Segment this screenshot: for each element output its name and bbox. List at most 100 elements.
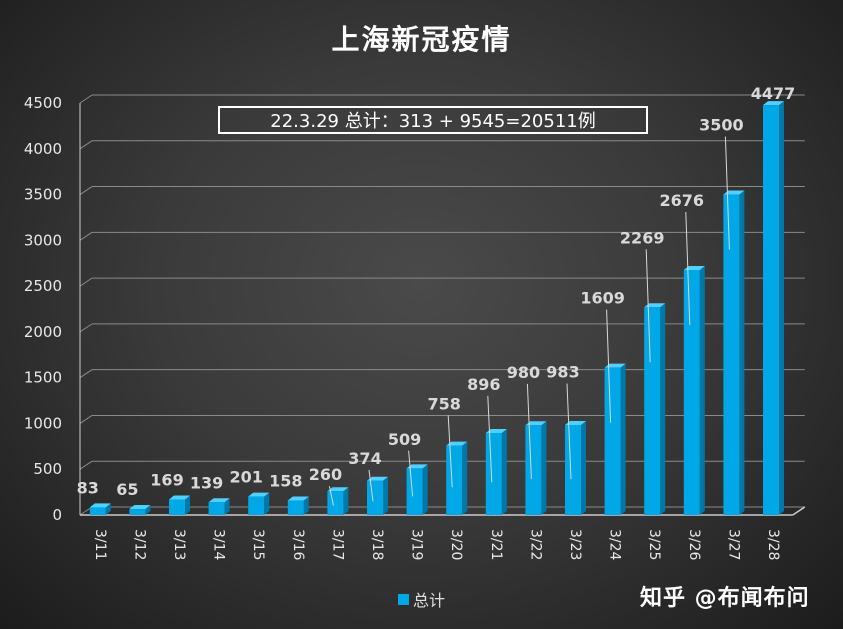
bar (525, 425, 542, 515)
y-tick-label: 1000 (24, 414, 62, 432)
bar-side (422, 464, 428, 515)
data-label-leader (368, 469, 374, 502)
chart-title: 上海新冠疫情 (331, 23, 512, 56)
legend-label: 总计 (413, 591, 446, 610)
gridline-depth (79, 140, 93, 150)
bar (446, 445, 463, 515)
x-tick-label: 3/23 (567, 529, 583, 560)
bar-side (224, 498, 230, 515)
bar (89, 507, 106, 515)
y-tick-label: 3500 (24, 186, 62, 204)
bar-top (406, 464, 428, 469)
bar-side (185, 495, 190, 515)
data-label-leader (645, 249, 651, 363)
bar-side (105, 503, 111, 515)
bar (248, 496, 265, 515)
bar-top (565, 421, 586, 426)
bar-top (208, 498, 230, 503)
data-label: 139 (190, 473, 223, 492)
bar-side (699, 265, 705, 515)
data-label: 260 (309, 465, 342, 484)
bar (723, 194, 740, 516)
bar (485, 432, 502, 515)
bar (565, 425, 581, 515)
y-tick-label: 4000 (24, 140, 62, 158)
bar (287, 500, 304, 515)
total-note: 22.3.29 总计：313 + 9545=20511例 (218, 106, 648, 134)
bar-side (620, 363, 626, 515)
bar-top (129, 505, 151, 510)
bar (327, 491, 344, 515)
gridline-depth (79, 460, 93, 470)
data-label: 158 (269, 472, 302, 491)
data-label: 201 (229, 468, 262, 487)
gridline-depth (79, 323, 93, 333)
data-label: 758 (427, 394, 460, 413)
data-label: 980 (507, 363, 540, 382)
x-tick-label: 3/26 (686, 529, 702, 561)
data-label: 374 (348, 449, 381, 468)
data-label: 2676 (660, 191, 705, 210)
legend: 总计 (398, 587, 445, 611)
bar-top (683, 265, 705, 270)
gridline-depth (79, 369, 93, 379)
bar-top (446, 441, 468, 446)
gridline-depth (79, 231, 93, 241)
x-tick-label: 3/28 (765, 529, 781, 560)
bar-top (327, 487, 349, 492)
x-tick-label: 3/18 (369, 529, 385, 560)
data-label: 1609 (580, 289, 625, 308)
y-tick-label: 2500 (24, 277, 62, 295)
data-label: 983 (546, 363, 579, 382)
y-tick-label: 0 (52, 506, 62, 524)
bar-side (581, 421, 586, 515)
data-label: 896 (467, 375, 500, 394)
bar-top (525, 421, 547, 426)
data-label: 65 (116, 480, 138, 499)
bar-side (343, 487, 349, 515)
bar (683, 269, 700, 515)
watermark: 知乎 @布闻布问 (640, 586, 810, 611)
bar-side (541, 421, 547, 515)
gridline-depth (79, 277, 93, 287)
bar-side (462, 441, 468, 515)
bar-top (367, 476, 388, 481)
bar-top (723, 190, 745, 195)
x-tick-label: 3/13 (171, 529, 187, 560)
x-tick-label: 3/25 (646, 529, 662, 560)
x-tick-label: 3/21 (488, 529, 504, 560)
data-label: 3500 (699, 116, 744, 135)
x-tick-label: 3/17 (329, 529, 345, 560)
gridline-depth (79, 94, 93, 104)
data-label-leader (447, 415, 453, 488)
bar (604, 367, 621, 515)
data-label: 509 (388, 430, 421, 449)
x-tick-label: 3/24 (607, 529, 623, 561)
data-label-leader (685, 211, 691, 326)
bar-top (644, 303, 666, 308)
data-label: 4477 (751, 84, 796, 103)
legend-swatch (398, 593, 409, 605)
data-label-leader (566, 383, 572, 480)
data-label-leader (487, 395, 493, 483)
x-tick-label: 3/14 (211, 529, 227, 561)
bar-top (169, 495, 190, 500)
bar (763, 105, 779, 515)
x-tick-label: 3/11 (92, 529, 108, 560)
x-tick-label: 3/27 (725, 529, 741, 560)
x-tick-label: 3/16 (290, 529, 306, 561)
bar-top (287, 496, 309, 501)
bar-side (303, 496, 309, 515)
bar (406, 468, 423, 515)
y-tick-label: 4500 (24, 94, 62, 112)
bar-side (660, 303, 666, 515)
bar-side (501, 428, 507, 515)
data-label-leader (606, 309, 612, 423)
bar-top (89, 503, 111, 508)
bar-side (779, 101, 784, 516)
data-label-leader (724, 136, 730, 250)
x-axis-depth (792, 506, 806, 516)
bar-top (763, 101, 784, 106)
